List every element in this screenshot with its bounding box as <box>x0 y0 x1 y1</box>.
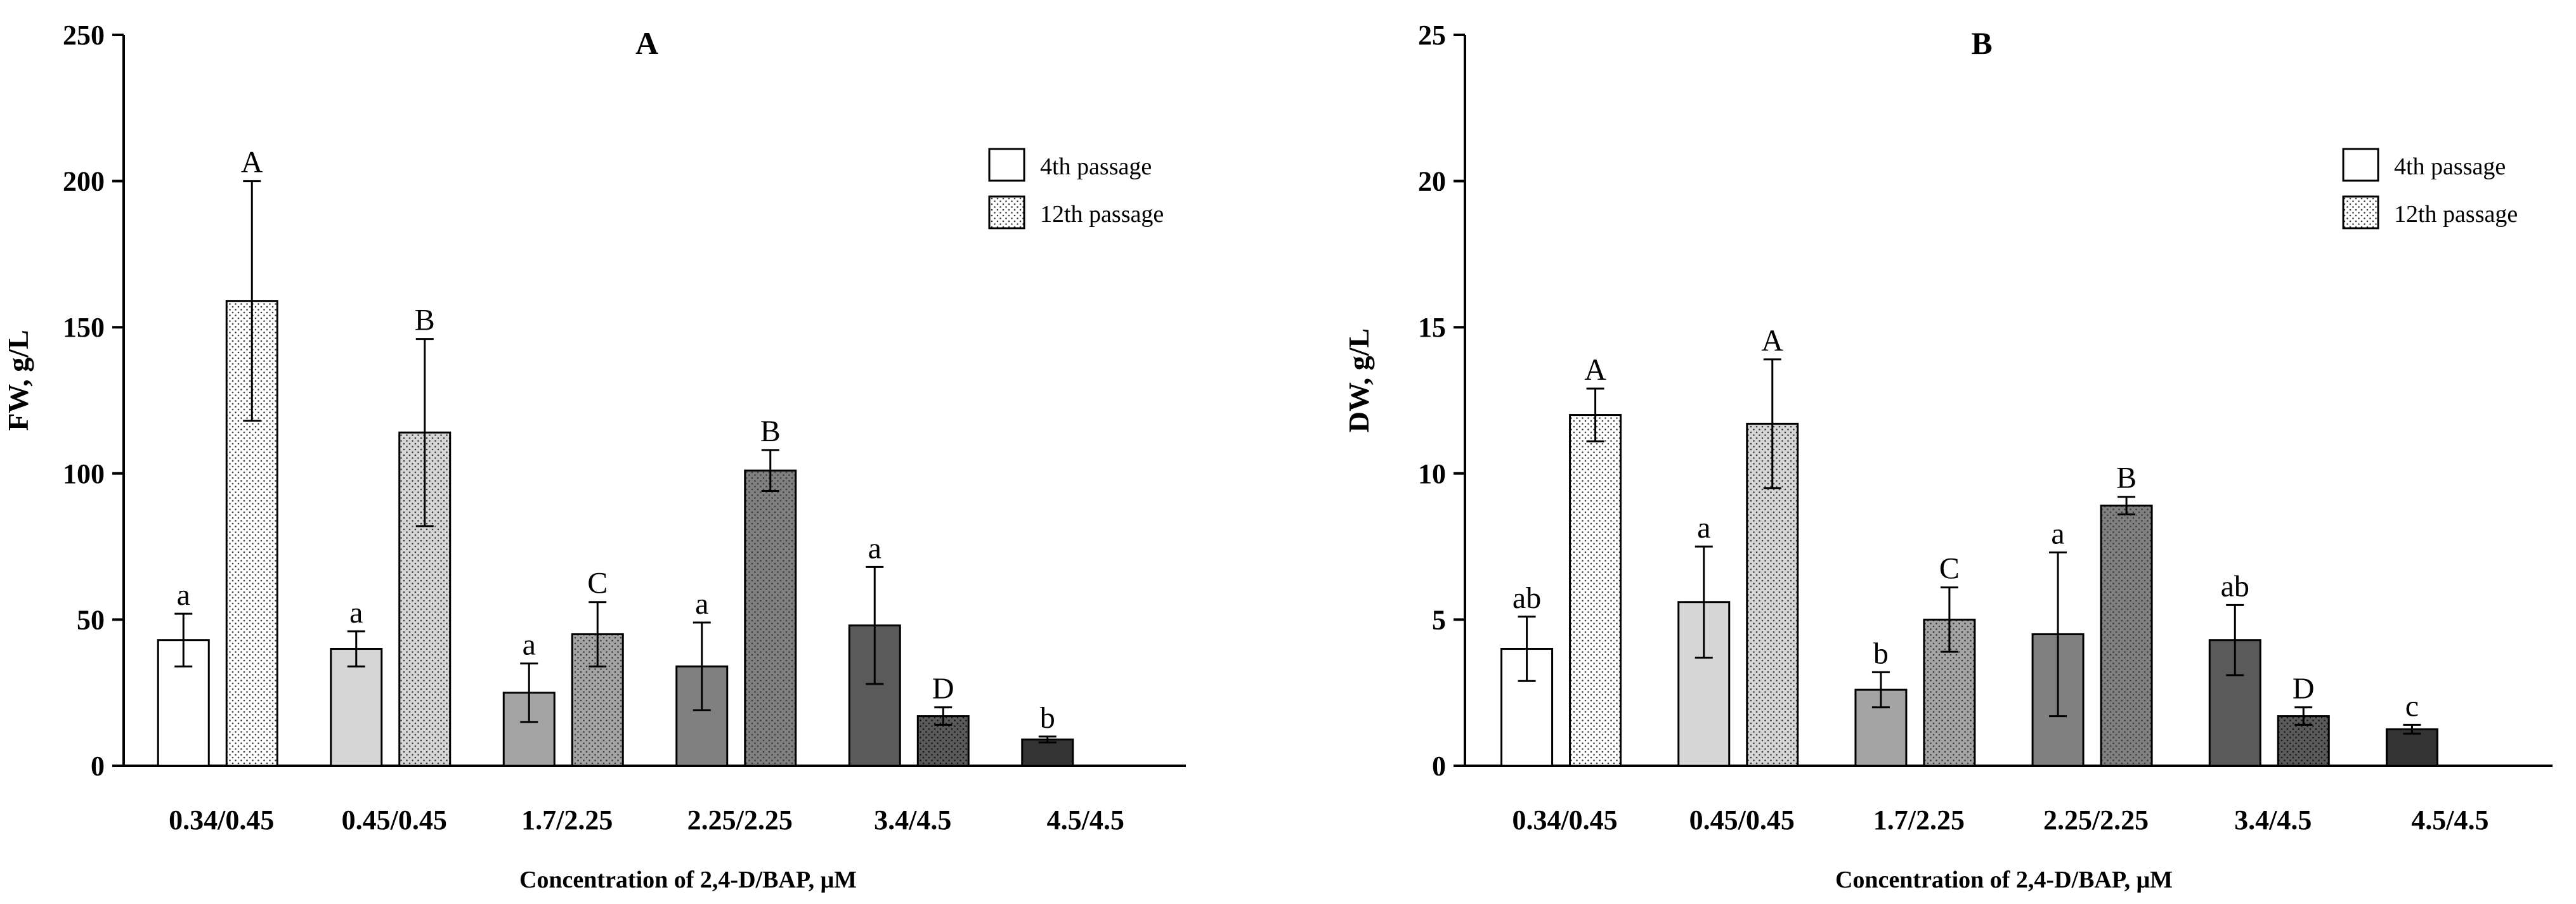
panel-a-x-tick-label: 0.45/0.45 <box>342 804 447 836</box>
panel-b-x-tick-label: 2.25/2.25 <box>2043 804 2149 836</box>
panel-a-significance-letter: A <box>241 146 263 179</box>
panel-b-y-tick-label: 15 <box>1418 312 1446 343</box>
panel-b-bar-12th-passage-0-34-0-45 <box>1569 414 1622 767</box>
panel-b-significance-letter: A <box>1761 324 1783 358</box>
panel-a-error-bar-12th-passage-0-34-0-45 <box>243 180 261 422</box>
panel-b-error-bar-12th-passage-0-45-0-45 <box>1763 358 1781 489</box>
panel-a-y-axis-label: FW, g/L <box>2 330 34 430</box>
panel-b-significance-letter: a <box>2051 517 2064 550</box>
panel-a-error-bar-12th-passage-1-7-2-25 <box>589 601 607 668</box>
panel-b-x-tick-label: 4.5/4.5 <box>2411 804 2488 836</box>
panel-b-x-tick-label: 0.34/0.45 <box>1512 804 1617 836</box>
panel-a-significance-letter: B <box>760 415 781 448</box>
panel-b-error-bar-4th-passage-0-45-0-45 <box>1695 545 1713 659</box>
panel-b-y-tick-label: 20 <box>1418 166 1446 197</box>
panel-a-x-tick-label: 1.7/2.25 <box>521 804 613 836</box>
panel-a-x-tick-label: 3.4/4.5 <box>874 804 951 836</box>
panel-a-significance-letter: a <box>868 531 881 565</box>
panel-a-error-bar-4th-passage-0-45-0-45 <box>347 630 365 668</box>
panel-a-x-tick-label: 2.25/2.25 <box>687 804 793 836</box>
panel-a-error-bar-12th-passage-2-25-2-25 <box>761 449 779 492</box>
panel-b-error-bar-4th-passage-2-25-2-25 <box>2049 551 2067 718</box>
panel-a-y-tick-label: 50 <box>77 604 105 635</box>
panel-a-error-bar-12th-passage-0-45-0-45 <box>415 338 434 527</box>
panel-b-error-bar-4th-passage-4-5-4-5 <box>2403 723 2421 735</box>
panel-b-significance-letter: c <box>2405 689 2419 723</box>
panel-b-y-axis-label: DW, g/L <box>1343 328 1375 432</box>
legend-label-12th-passage: 12th passage <box>2394 201 2518 228</box>
panel-b-x-tick-label: 0.45/0.45 <box>1689 804 1795 836</box>
legend-swatch-12th-passage <box>2342 195 2379 229</box>
panel-b-significance-letter: b <box>1873 636 1889 670</box>
panel-a: A FW, g/L Concentration of 2,4-D/BAP, μM… <box>2 20 1186 893</box>
panel-a-y-tick-label: 150 <box>63 312 105 343</box>
panel-a-x-tick-label: 0.34/0.45 <box>169 804 274 836</box>
panel-a-title: A <box>635 25 658 61</box>
panel-b-significance-letter: a <box>1697 511 1710 545</box>
legend-swatch-12th-passage <box>988 195 1025 229</box>
panel-b-y-tick-label: 0 <box>1432 751 1446 782</box>
panel-b: B DW, g/L Concentration of 2,4-D/BAP, μM… <box>1343 20 2553 893</box>
legend-swatch-4th-passage <box>2342 148 2379 182</box>
panel-a-bar-12th-passage-2-25-2-25 <box>744 469 797 767</box>
panel-a-significance-letter: C <box>587 567 608 600</box>
legend-label-12th-passage: 12th passage <box>1040 201 1164 228</box>
panel-a-significance-letter: b <box>1040 701 1055 735</box>
panel-a-error-bar-4th-passage-1-7-2-25 <box>520 662 538 723</box>
panel-a-significance-letter: a <box>695 587 708 621</box>
panel-b-significance-letter: A <box>1584 353 1606 387</box>
panel-b-error-bar-12th-passage-2-25-2-25 <box>2117 496 2136 515</box>
legend-label-4th-passage: 4th passage <box>1040 153 1152 180</box>
panel-a-y-tick-label: 100 <box>63 458 105 489</box>
panel-b-significance-letter: C <box>1939 552 1960 586</box>
panel-b-bar-12th-passage-2-25-2-25 <box>2100 505 2153 767</box>
panel-a-error-bar-4th-passage-4-5-4-5 <box>1038 735 1057 744</box>
panel-a-significance-letter: a <box>523 628 536 662</box>
panel-a-bars: a Aa Ba Ca Ba Db <box>157 146 1074 767</box>
panel-b-error-bar-12th-passage-1-7-2-25 <box>1940 586 1958 653</box>
panel-a-y-tick-label: 250 <box>63 20 105 51</box>
legend-swatch-4th-passage <box>988 148 1025 182</box>
panel-a-y-tick-label: 200 <box>63 166 105 197</box>
panel-b-error-bar-4th-passage-3-4-4-5 <box>2226 604 2244 676</box>
panel-a-legend: 4th passage 12th passage <box>988 148 1164 229</box>
panel-b-bars: ab Aa Ab Ca Bab Dc <box>1500 324 2438 767</box>
panel-a-x-axis-label: Concentration of 2,4-D/BAP, μM <box>519 867 857 893</box>
panel-a-significance-letter: a <box>177 578 190 612</box>
panel-b-x-tick-label: 1.7/2.25 <box>1873 804 1965 836</box>
panel-a-significance-letter: a <box>349 596 363 630</box>
panel-a-error-bar-4th-passage-0-34-0-45 <box>174 612 193 668</box>
panel-a-axes: 0 50 100 150 200 250 0.34/0.45 0.45/0.45 1.7/2.2… <box>63 20 1186 836</box>
panel-b-significance-letter: ab <box>2221 569 2249 603</box>
panel-b-significance-letter: ab <box>1512 581 1541 615</box>
panel-b-y-tick-label: 5 <box>1432 604 1446 635</box>
panel-b-significance-letter: B <box>2116 462 2137 495</box>
panel-b-axes: 0 5 10 15 20 25 0.34/0.45 0.45/0.45 1.7/2.25 2.25… <box>1418 20 2553 836</box>
panel-b-error-bar-4th-passage-0-34-0-45 <box>1518 616 1536 682</box>
panel-b-error-bar-4th-passage-1-7-2-25 <box>1871 671 1890 709</box>
legend-label-4th-passage: 4th passage <box>2394 153 2506 180</box>
panel-b-significance-letter: D <box>2293 672 2315 706</box>
panel-b-x-tick-label: 3.4/4.5 <box>2234 804 2312 836</box>
panel-a-y-tick-label: 0 <box>91 751 105 782</box>
panel-b-y-tick-label: 25 <box>1418 20 1446 51</box>
panel-b-error-bar-12th-passage-0-34-0-45 <box>1586 387 1604 442</box>
panel-b-bar-4th-passage-4-5-4-5 <box>2385 728 2438 767</box>
panel-b-error-bar-12th-passage-3-4-4-5 <box>2294 706 2313 726</box>
panel-b-x-axis-label: Concentration of 2,4-D/BAP, μM <box>1835 867 2173 893</box>
panel-b-y-tick-label: 10 <box>1418 458 1446 489</box>
panel-a-x-tick-label: 4.5/4.5 <box>1047 804 1124 836</box>
panel-a-bar-4th-passage-4-5-4-5 <box>1021 738 1074 767</box>
panel-a-significance-letter: B <box>415 304 435 337</box>
panel-a-error-bar-4th-passage-3-4-4-5 <box>866 565 884 685</box>
panel-a-significance-letter: D <box>932 672 954 706</box>
panel-b-legend: 4th passage 12th passage <box>2342 148 2518 229</box>
panel-a-error-bar-12th-passage-3-4-4-5 <box>934 706 953 726</box>
panel-a-error-bar-4th-passage-2-25-2-25 <box>693 621 711 711</box>
panel-b-title: B <box>1971 25 1992 61</box>
